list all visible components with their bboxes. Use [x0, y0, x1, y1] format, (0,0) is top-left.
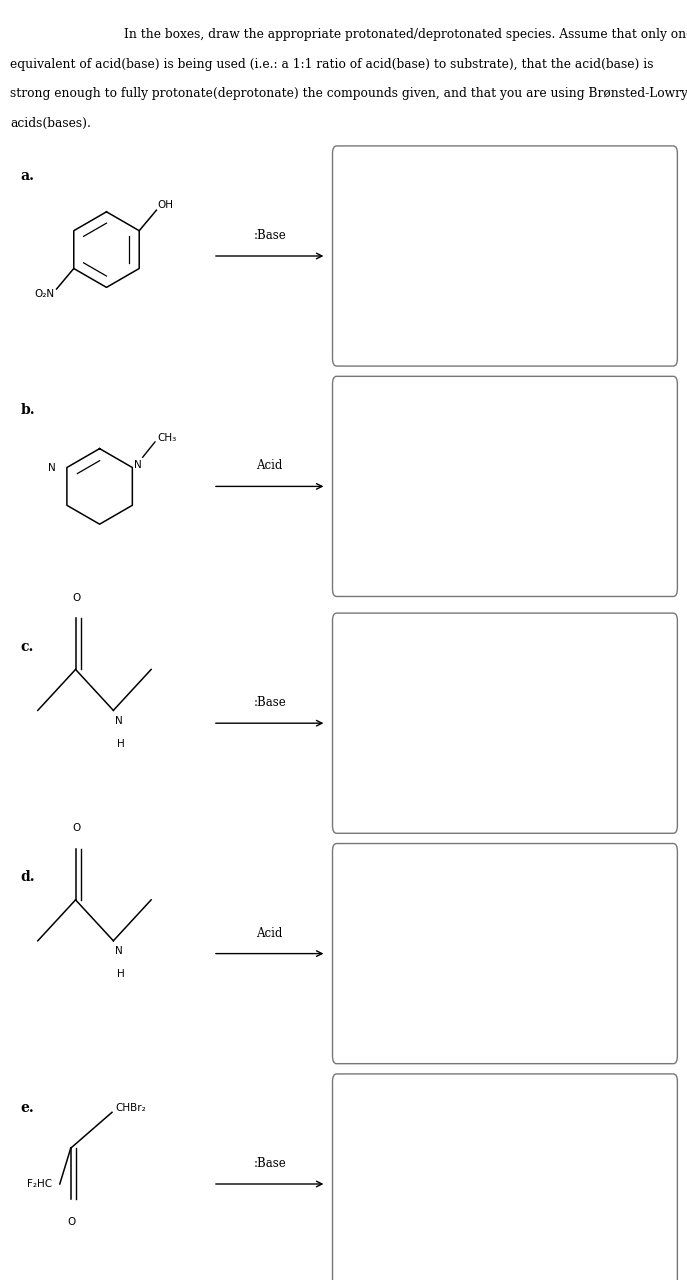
Text: e.: e. [21, 1101, 34, 1115]
Text: N: N [115, 946, 123, 956]
Text: O: O [67, 1217, 76, 1228]
FancyBboxPatch shape [333, 1074, 677, 1280]
Text: N: N [48, 462, 56, 472]
FancyBboxPatch shape [333, 146, 677, 366]
Text: N: N [135, 460, 142, 470]
Text: CH₃: CH₃ [157, 433, 177, 443]
FancyBboxPatch shape [333, 844, 677, 1064]
FancyBboxPatch shape [333, 613, 677, 833]
Text: :Base: :Base [254, 1157, 286, 1170]
Text: d.: d. [21, 870, 35, 884]
Text: strong enough to fully protonate(deprotonate) the compounds given, and that you : strong enough to fully protonate(deproto… [10, 87, 687, 100]
Text: O: O [72, 593, 80, 603]
Text: CHBr₂: CHBr₂ [115, 1103, 146, 1114]
Text: O₂N: O₂N [34, 289, 54, 300]
Text: :Base: :Base [254, 696, 286, 709]
Text: O: O [72, 823, 80, 833]
Text: b.: b. [21, 403, 35, 417]
Text: H: H [117, 969, 125, 979]
Text: Acid: Acid [256, 460, 283, 472]
Text: equivalent of acid(base) is being used (i.e.: a 1:1 ratio of acid(base) to subst: equivalent of acid(base) is being used (… [10, 58, 654, 70]
Text: N: N [115, 716, 123, 726]
FancyBboxPatch shape [333, 376, 677, 596]
Text: acids(bases).: acids(bases). [10, 116, 91, 129]
Text: H: H [117, 739, 125, 749]
Text: OH: OH [158, 200, 174, 210]
Text: :Base: :Base [254, 229, 286, 242]
Text: In the boxes, draw the appropriate protonated/deprotonated species. Assume that : In the boxes, draw the appropriate proto… [124, 28, 687, 41]
Text: a.: a. [21, 169, 34, 183]
Text: Acid: Acid [256, 927, 283, 940]
Text: F₂HC: F₂HC [27, 1179, 53, 1189]
Text: c.: c. [21, 640, 34, 654]
